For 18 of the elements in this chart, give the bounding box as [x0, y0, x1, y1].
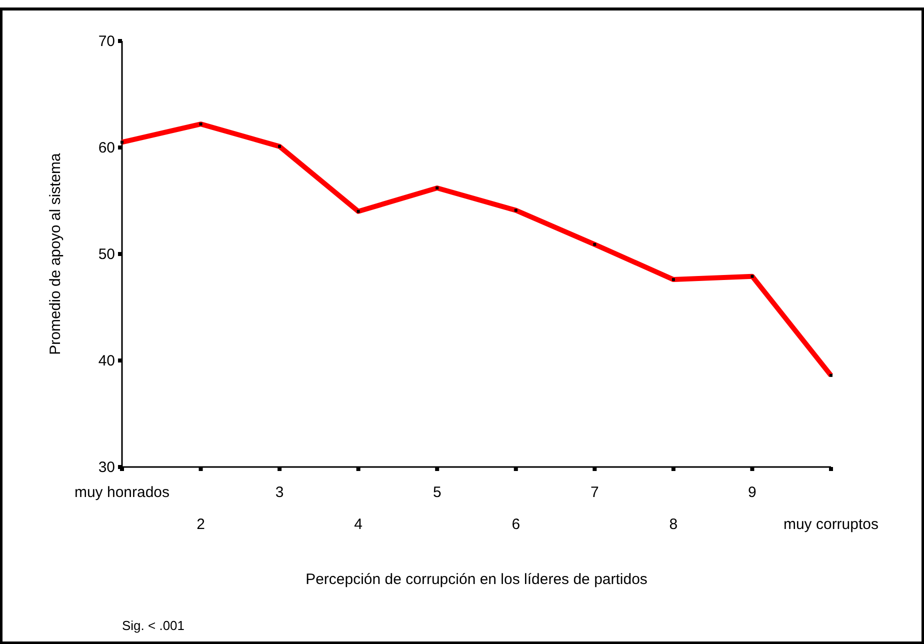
- y-tick-label: 30: [98, 459, 115, 476]
- y-tick-label: 40: [98, 352, 115, 370]
- y-tick-label: 70: [98, 33, 115, 50]
- x-tick-label: 9: [748, 484, 756, 501]
- x-tick-label: 5: [432, 484, 442, 501]
- y-axis-title: Promedio de apoyo al sistema: [47, 152, 64, 355]
- x-axis-title: Percepción de corrupción en los líderes de partidos: [306, 571, 648, 588]
- x-tick-label: 6: [512, 516, 520, 533]
- x-tick-label: 7: [590, 484, 599, 501]
- x-tick-label: muy corruptos: [783, 516, 879, 533]
- y-tick-label: 60: [98, 140, 115, 156]
- x-tick-label: 4: [354, 516, 363, 533]
- x-tick-label: muy honrados: [74, 484, 170, 501]
- x-tick-label: 2: [196, 516, 205, 533]
- text: Sig. < .001: [122, 618, 185, 633]
- x-tick-label: 8: [669, 516, 678, 533]
- y-tick-label: 50: [98, 246, 115, 263]
- x-tick-label: 3: [275, 484, 284, 501]
